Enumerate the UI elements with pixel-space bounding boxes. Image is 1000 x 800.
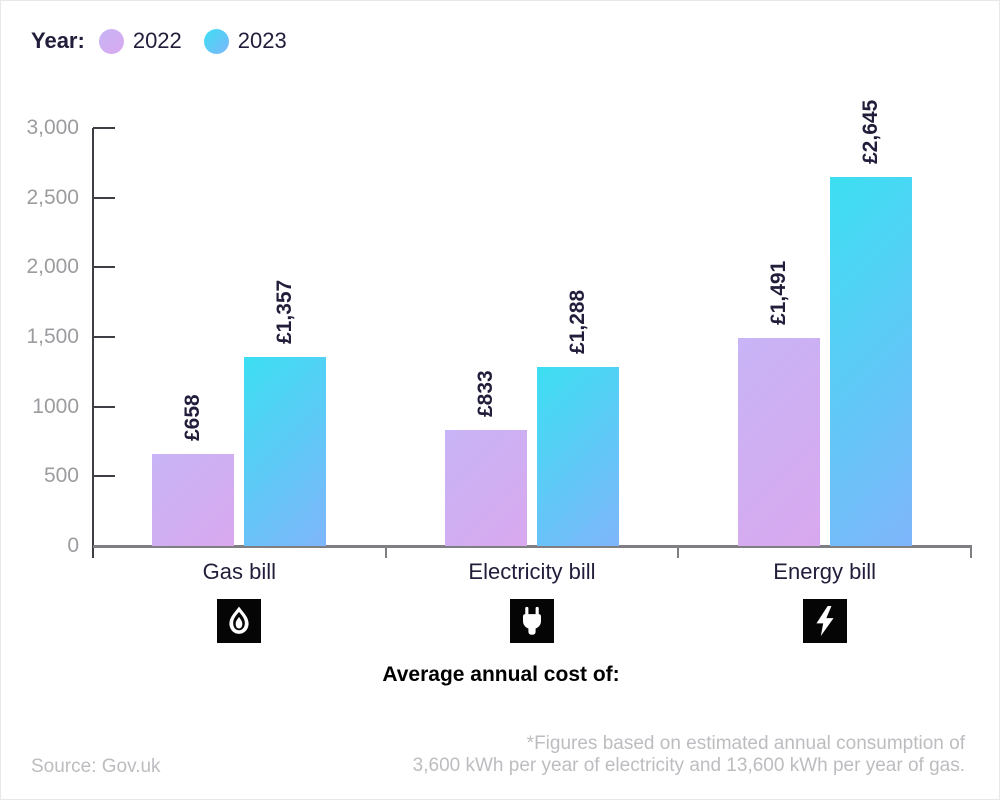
value-label-2022-energy-bill: £1,491 [766,261,790,326]
value-label-2022-gas-bill: £658 [181,394,205,442]
y-axis-tick-label: 2,500 [26,185,79,209]
legend-title: Year: [31,28,85,53]
x-axis-baseline [93,545,972,548]
bar-2022-electricity-bill [445,429,527,546]
value-label-2023-energy-bill: £2,645 [858,100,882,165]
chart-legend: Year: 2022 2023 [31,28,309,54]
gas-flame-icon [217,599,262,643]
y-axis-tick [93,405,115,408]
y-axis-tick-label: 2,000 [26,255,79,279]
value-label-2023-gas-bill: £1,357 [273,279,297,344]
footnote-line1: *Figures based on estimated annual consu… [526,733,965,754]
y-axis-tick [93,127,115,129]
y-axis-tick-label: 3,000 [26,116,79,139]
y-axis-line [92,128,94,558]
y-axis-tick [93,266,115,269]
footnote: *Figures based on estimated annual consu… [413,733,965,777]
legend-item-2022: 2022 [98,28,182,54]
legend-swatch-2022-icon [98,28,124,54]
legend-swatch-2023-icon [203,28,229,54]
plug-icon [510,599,554,643]
x-axis-separator-tick [970,548,972,558]
footnote-line2: 3,600 kWh per year of electricity and 13… [412,755,965,776]
value-label-2023-electricity-bill: £1,288 [566,289,589,354]
y-axis-tick-label: 1,500 [26,325,79,348]
bar-2022-energy-bill [737,338,820,546]
value-label-2022-electricity-bill: £833 [474,370,497,417]
y-axis-tick-label: 500 [43,464,79,488]
lightning-bolt-icon [802,599,847,643]
category-label-gas-bill: Gas bill [202,559,277,584]
x-axis-separator-tick [677,548,680,558]
legend-label-2023: 2023 [237,28,287,53]
x-axis-separator-tick [384,548,387,558]
y-axis-tick [93,336,115,338]
legend-item-2023: 2023 [203,28,287,54]
category-label-energy-bill: Energy bill [773,559,877,584]
x-axis-title: Average annual cost of: [382,663,620,686]
legend-label-2022: 2022 [132,28,182,53]
category-label-electricity-bill: Electricity bill [468,559,596,584]
y-axis-tick-label: 1000 [32,394,79,418]
y-axis-tick [93,196,115,199]
bar-2022-gas-bill [152,454,235,546]
bar-2023-electricity-bill [537,366,619,546]
bar-2023-energy-bill [829,177,912,546]
y-axis-tick-label: 0 [67,534,79,557]
bar-2023-gas-bill [244,356,327,546]
y-axis-tick [93,475,115,478]
source-credit: Source: Gov.uk [31,756,161,777]
